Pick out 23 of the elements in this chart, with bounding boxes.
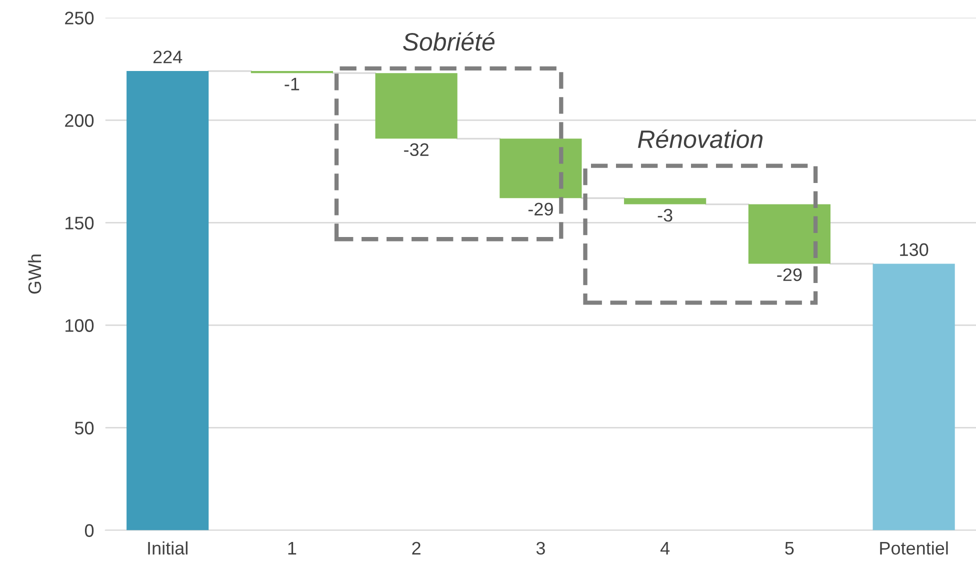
y-axis-title: GWh [28,254,42,294]
y-tick-label: 150 [66,216,94,230]
x-tick-label: 5 [785,542,794,555]
x-tick-label: 1 [288,542,296,554]
data-label: -29 [528,202,553,216]
y-tick-label: 0 [84,524,94,537]
data-label: -32 [404,143,428,156]
data-label: -3 [658,208,672,222]
x-tick-label: Initial [148,541,188,555]
x-tick-label: 3 [536,542,545,555]
annotation: Rénovation [638,129,763,148]
y-tick-label: 100 [66,319,94,332]
x-tick-label: 4 [660,542,670,554]
y-tick-label: 50 [74,422,94,434]
x-tick-label: Potentiel [880,541,948,555]
y-tick-label: 250 [65,12,94,24]
data-label: 130 [900,243,928,256]
data-label: 224 [153,50,182,64]
annotation: Sobriété [403,32,494,51]
y-tick-label: 200 [65,114,94,127]
data-label: -1 [284,78,300,90]
data-label: -29 [777,268,802,282]
x-tick-label: 2 [412,542,420,554]
